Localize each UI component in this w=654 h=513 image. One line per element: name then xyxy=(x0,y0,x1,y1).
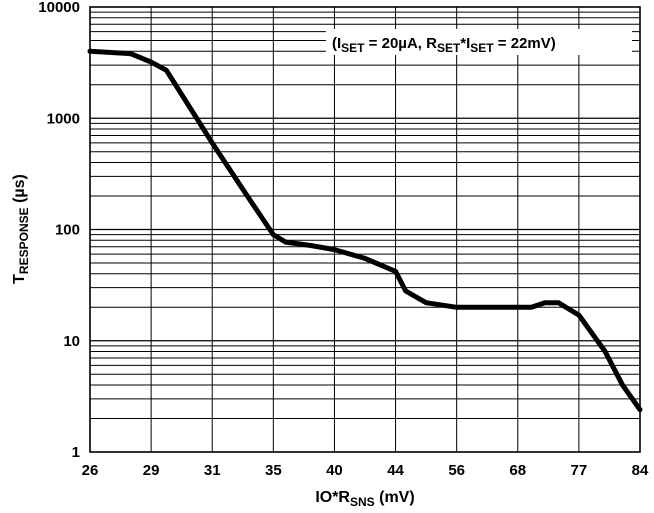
y-tick-label: 10 xyxy=(63,333,80,350)
x-tick-label: 68 xyxy=(509,462,526,479)
y-tick-label: 1 xyxy=(72,444,80,461)
x-tick-label: 35 xyxy=(265,462,282,479)
x-tick-label: 84 xyxy=(632,462,649,479)
x-tick-label: 29 xyxy=(143,462,160,479)
x-tick-label: 77 xyxy=(571,462,588,479)
x-axis-label: IO*RSNS (mV) xyxy=(315,489,414,509)
series-line xyxy=(87,48,643,413)
x-tick-label: 31 xyxy=(204,462,221,479)
y-tick-label: 1000 xyxy=(47,110,80,127)
grid-lines xyxy=(90,7,640,452)
tick-labels: 26 29 31 35 40 44 56 68 77 84 1 10 100 1000 10000 xyxy=(38,0,649,479)
y-tick-label: 100 xyxy=(55,222,80,239)
x-tick-label: 26 xyxy=(82,462,99,479)
annotation-text: (ISET = 20µA, RSET*ISET = 22mV) xyxy=(332,35,556,55)
x-tick-label: 44 xyxy=(387,462,404,479)
x-tick-label: 56 xyxy=(448,462,465,479)
plot-frame xyxy=(89,6,641,453)
y-axis-label: TRESPONSE (µs) xyxy=(11,174,31,284)
y-tick-label: 10000 xyxy=(38,0,80,16)
annotation-box: (ISET = 20µA, RSET*ISET = 22mV) xyxy=(326,29,632,55)
x-tick-label: 40 xyxy=(326,462,343,479)
